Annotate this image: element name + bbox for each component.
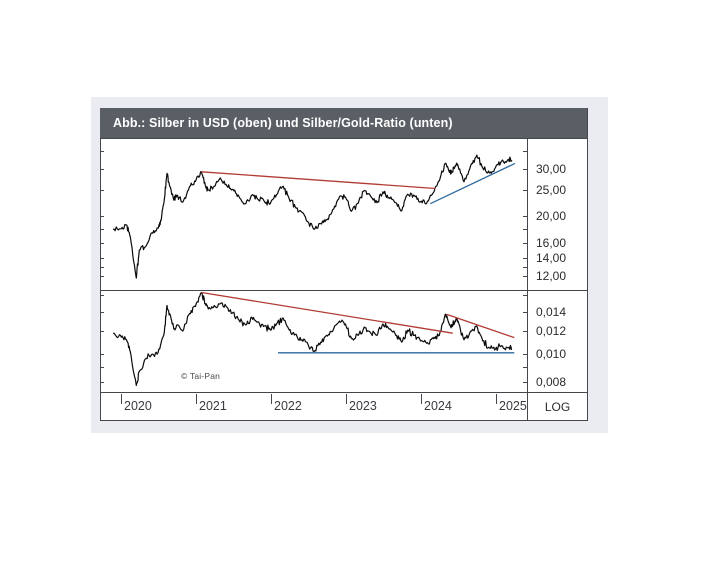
chart-frame-lines [100, 108, 588, 421]
y-axis-ticks-unten [100, 295, 527, 383]
silver-price-series [112, 154, 513, 279]
y-axis-label-unten: 0,008 [536, 374, 567, 389]
x-axis-year-label: 2022 [274, 399, 302, 413]
y-axis-label-oben: 25,00 [536, 182, 567, 197]
tai-pan-copyright: © Tai-Pan [181, 371, 221, 381]
trendline-fallende-widerstandslinie-1 [201, 291, 453, 334]
x-axis-year-label: 2020 [124, 399, 152, 413]
y-axis-label-oben: 12,00 [536, 268, 567, 283]
y-axis-label-unten: 0,010 [536, 346, 567, 361]
log-scale-label: LOG [544, 400, 571, 414]
x-axis-year-label: 2024 [424, 399, 452, 413]
y-axis-ticks-oben [100, 151, 527, 277]
trendline-fallende-widerstandslinie [201, 171, 436, 190]
x-axis-year-label: 2025 [499, 399, 527, 413]
y-axis-label-oben: 14,00 [536, 250, 567, 265]
y-axis-label-unten: 0,014 [536, 304, 567, 319]
y-axis-label-oben: 30,00 [536, 161, 567, 176]
x-axis-ticks [121, 394, 497, 404]
trendline-fallende-widerstandslinie-2 [446, 313, 515, 339]
trendline-steigende-unterstuetzungslinie [430, 162, 516, 205]
chart-title: Abb.: Silber in USD (oben) und Silber/Go… [113, 116, 453, 130]
y-axis-label-unten: 0,012 [536, 323, 567, 338]
chart-frame [100, 108, 588, 421]
y-axis-label-oben: 16,00 [536, 235, 567, 250]
x-axis-year-label: 2021 [199, 399, 227, 413]
silver-gold-ratio-series [112, 291, 513, 386]
x-axis-year-label: 2023 [349, 399, 377, 413]
chart-title-bar: Abb.: Silber in USD (oben) und Silber/Go… [100, 108, 588, 138]
y-axis-label-oben: 20,00 [536, 208, 567, 223]
